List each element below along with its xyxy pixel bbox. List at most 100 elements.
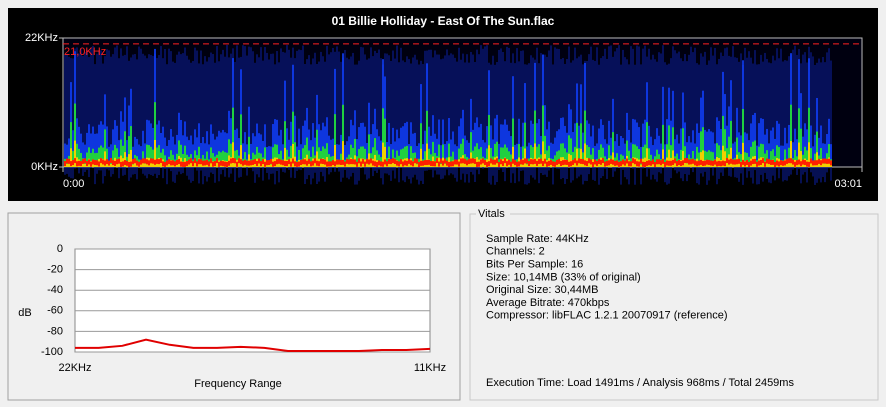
- band-blue: [740, 135, 742, 167]
- noise: [188, 59, 190, 180]
- x-tick-label: 11KHz: [414, 362, 446, 374]
- band-green: [294, 142, 296, 167]
- band-red: [498, 161, 500, 167]
- band-yellow: [384, 146, 386, 167]
- band-red: [688, 159, 690, 165]
- band-green: [404, 146, 406, 167]
- band-red: [788, 158, 790, 164]
- band-green: [376, 150, 378, 167]
- band-yellow: [722, 145, 724, 167]
- band-red: [588, 158, 590, 164]
- band-green: [322, 146, 324, 167]
- band-red: [376, 161, 378, 167]
- band-green: [662, 124, 664, 167]
- band-green: [494, 143, 496, 167]
- noise: [172, 61, 174, 182]
- band-red: [270, 158, 272, 164]
- noise: [156, 58, 158, 179]
- noise: [80, 48, 82, 169]
- band-green: [588, 147, 590, 167]
- execution-time: Execution Time: Load 1491ms / Analysis 9…: [486, 377, 794, 389]
- vital-line: Sample Rate: 44KHz: [486, 233, 589, 245]
- band-blue: [310, 140, 312, 167]
- noise: [430, 49, 432, 170]
- band-blue: [444, 143, 446, 167]
- noise: [256, 54, 258, 175]
- band-green: [554, 155, 556, 167]
- band-red: [228, 160, 230, 166]
- noise: [482, 48, 484, 169]
- band-red: [102, 159, 104, 165]
- band-red: [334, 161, 336, 167]
- band-yellow: [426, 143, 428, 167]
- band-yellow: [584, 143, 586, 167]
- band-red: [820, 160, 822, 166]
- band-green: [502, 147, 504, 167]
- band-blue: [414, 132, 416, 167]
- band-red: [108, 160, 110, 166]
- noise: [352, 52, 354, 173]
- band-blue: [796, 139, 798, 167]
- band-blue: [262, 140, 264, 167]
- band-yellow: [468, 163, 470, 167]
- noise: [66, 53, 68, 174]
- band-green: [130, 126, 132, 167]
- band-red: [340, 159, 342, 165]
- band-blue: [122, 121, 124, 167]
- band-blue: [448, 118, 450, 167]
- band-yellow: [134, 161, 136, 167]
- band-red: [460, 158, 462, 164]
- band-blue: [698, 132, 700, 167]
- band-blue: [318, 124, 320, 167]
- band-green: [170, 150, 172, 167]
- noise: [388, 55, 390, 176]
- band-blue: [102, 124, 104, 167]
- band-blue: [204, 143, 206, 167]
- band-blue: [772, 127, 774, 167]
- band-yellow: [416, 164, 418, 167]
- band-green: [438, 144, 440, 167]
- band-green: [420, 123, 422, 167]
- band-red: [362, 158, 364, 164]
- vitals-title: Vitals: [478, 208, 505, 220]
- band-red: [576, 160, 578, 166]
- band-yellow: [520, 164, 522, 167]
- band-green: [816, 131, 818, 167]
- band-green: [220, 152, 222, 167]
- noise: [376, 52, 378, 173]
- band-green: [196, 155, 198, 167]
- band-green: [248, 136, 250, 167]
- band-blue: [182, 135, 184, 167]
- band-yellow: [830, 163, 832, 167]
- band-red: [682, 160, 684, 166]
- noise: [286, 45, 288, 166]
- band-blue: [634, 119, 636, 167]
- noise: [710, 47, 712, 168]
- band-red: [200, 159, 202, 165]
- noise: [572, 60, 574, 181]
- band-red: [512, 158, 514, 164]
- band-red: [582, 159, 584, 165]
- noise: [400, 47, 402, 168]
- band-red: [124, 160, 126, 166]
- band-blue: [440, 145, 442, 167]
- band-red: [212, 161, 214, 167]
- band-yellow: [262, 162, 264, 167]
- noise: [632, 48, 634, 169]
- noise: [358, 60, 360, 181]
- band-red: [828, 158, 830, 164]
- band-green: [710, 151, 712, 167]
- noise: [520, 50, 522, 171]
- noise: [502, 52, 504, 173]
- chart: 0 -20 -40 -60 -80 -100 22KHz 11KHz dB Frequency R…: [18, 243, 446, 390]
- noise: [506, 46, 508, 167]
- band-blue: [746, 133, 748, 167]
- noise: [268, 59, 270, 180]
- noise: [418, 64, 420, 185]
- band-blue: [766, 128, 768, 167]
- band-blue: [118, 140, 120, 167]
- band-green: [804, 146, 806, 167]
- band-blue: [732, 143, 734, 167]
- band-red: [378, 160, 380, 166]
- band-green: [76, 143, 78, 167]
